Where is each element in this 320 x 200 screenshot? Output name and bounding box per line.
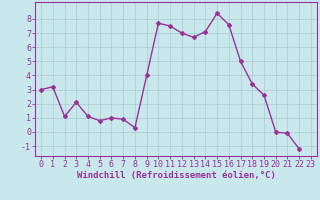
X-axis label: Windchill (Refroidissement éolien,°C): Windchill (Refroidissement éolien,°C) bbox=[76, 171, 276, 180]
